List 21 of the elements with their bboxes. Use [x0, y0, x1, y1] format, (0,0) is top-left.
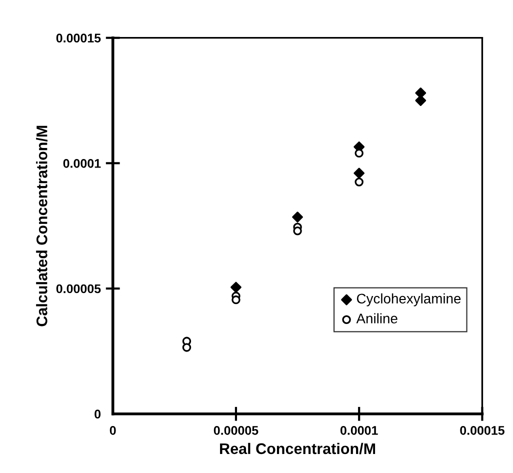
legend-label: Cyclohexylamine [356, 293, 461, 306]
x-tick-label: 0 [110, 426, 116, 435]
point [354, 178, 364, 186]
y-tick-label: 0 [94, 410, 101, 419]
point [232, 295, 240, 304]
point [415, 95, 426, 106]
point [354, 148, 364, 158]
point [292, 212, 303, 223]
x-tick-label: 0.00015 [460, 426, 504, 435]
point [354, 168, 365, 179]
y-tick-label: 0.00015 [56, 34, 101, 42]
point [293, 226, 302, 236]
point [182, 343, 192, 352]
y-tick-label: 0.00005 [56, 284, 101, 294]
x-tick-label: 0.0001 [340, 426, 378, 435]
y-axis-title: Calculated Concentration/M [36, 126, 48, 326]
x-axis-title: Real Concentration/M [220, 442, 376, 454]
x-tick-label: 0.00005 [214, 426, 258, 435]
point [230, 282, 242, 293]
legend-label: Aniline [356, 313, 398, 324]
y-tick-label: 0.0001 [63, 158, 101, 168]
